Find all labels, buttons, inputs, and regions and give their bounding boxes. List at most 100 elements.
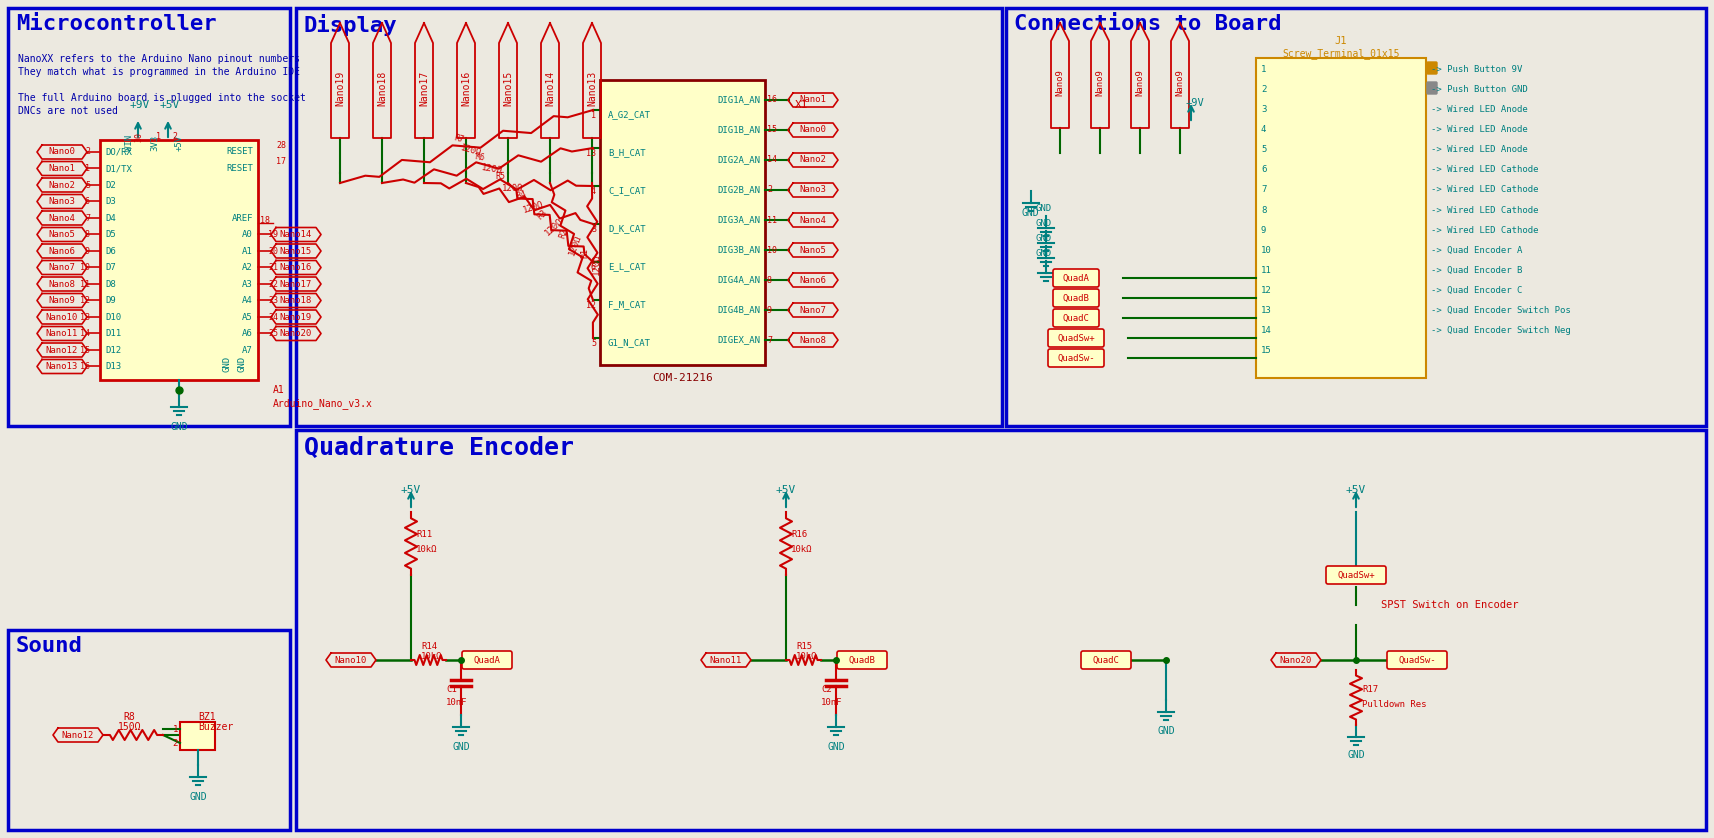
Text: QuadA: QuadA xyxy=(1063,273,1090,282)
Text: Nano17: Nano17 xyxy=(279,280,312,288)
Text: RESET: RESET xyxy=(226,147,254,157)
Text: 120Ω: 120Ω xyxy=(480,163,502,176)
Text: D4: D4 xyxy=(105,214,117,223)
Text: Nano3: Nano3 xyxy=(48,197,75,206)
Text: +5V: +5V xyxy=(1345,485,1366,495)
Text: NanoXX refers to the Arduino Nano pinout numbers: NanoXX refers to the Arduino Nano pinout… xyxy=(19,54,300,64)
Text: Nano3: Nano3 xyxy=(799,185,826,194)
Text: 14: 14 xyxy=(1262,325,1272,334)
Text: 4: 4 xyxy=(1262,126,1267,135)
Text: Nano1: Nano1 xyxy=(799,96,826,105)
Text: Nano2: Nano2 xyxy=(48,180,75,189)
Text: Nano5: Nano5 xyxy=(48,230,75,239)
Text: 10: 10 xyxy=(1262,246,1272,255)
Text: A6: A6 xyxy=(242,329,254,338)
Text: Screw_Terminal_01x15: Screw_Terminal_01x15 xyxy=(1282,48,1400,59)
Text: 20: 20 xyxy=(267,246,278,256)
Text: 2: 2 xyxy=(766,185,771,194)
Text: Arduino_Nano_v3.x: Arduino_Nano_v3.x xyxy=(273,398,374,409)
Text: GND: GND xyxy=(1035,234,1052,242)
Text: B_H_CAT: B_H_CAT xyxy=(608,148,646,158)
Text: -> Wired LED Anode: -> Wired LED Anode xyxy=(1431,126,1527,135)
Text: 120Ω: 120Ω xyxy=(567,234,583,257)
Text: R16: R16 xyxy=(790,530,807,539)
Text: Nano15: Nano15 xyxy=(279,246,312,256)
Text: D10: D10 xyxy=(105,313,122,322)
Text: QuadA: QuadA xyxy=(473,655,500,665)
Text: 11: 11 xyxy=(81,280,91,288)
Text: J1: J1 xyxy=(1335,36,1347,46)
Bar xyxy=(297,430,1705,830)
Text: QuadSw-: QuadSw- xyxy=(1058,354,1095,363)
Text: Nano18: Nano18 xyxy=(279,296,312,305)
Text: Nano13: Nano13 xyxy=(586,70,596,106)
Text: 15: 15 xyxy=(81,345,91,354)
Text: Nano17: Nano17 xyxy=(418,70,428,106)
Text: 10kΩ: 10kΩ xyxy=(790,545,812,554)
Text: DO/RX: DO/RX xyxy=(105,147,132,157)
Text: 24: 24 xyxy=(267,313,278,322)
Text: R6: R6 xyxy=(473,153,485,163)
Text: Nano19: Nano19 xyxy=(334,70,345,106)
Text: Nano1: Nano1 xyxy=(48,164,75,173)
Text: A_G2_CAT: A_G2_CAT xyxy=(608,111,651,120)
Text: 1: 1 xyxy=(173,725,178,733)
FancyBboxPatch shape xyxy=(463,651,512,669)
Text: 9: 9 xyxy=(86,246,91,256)
Text: Connections to Board: Connections to Board xyxy=(1015,14,1282,34)
Text: DIG3B_AN: DIG3B_AN xyxy=(716,246,759,255)
Text: Quadrature Encoder: Quadrature Encoder xyxy=(303,436,574,460)
Text: 12: 12 xyxy=(81,296,91,305)
Text: A3: A3 xyxy=(242,280,254,288)
Text: Nano12: Nano12 xyxy=(46,345,79,354)
Text: Buzzer: Buzzer xyxy=(199,722,233,732)
Text: DNCs are not used: DNCs are not used xyxy=(19,106,118,116)
Text: D9: D9 xyxy=(105,296,117,305)
Text: +5V: +5V xyxy=(159,100,180,110)
Text: 18: 18 xyxy=(261,215,271,225)
Text: 120Ω: 120Ω xyxy=(543,216,566,237)
Text: A2: A2 xyxy=(242,263,254,272)
Text: GND: GND xyxy=(828,742,845,752)
Text: Nano7: Nano7 xyxy=(48,263,75,272)
Text: D11: D11 xyxy=(105,329,122,338)
Text: D_K_CAT: D_K_CAT xyxy=(608,225,646,234)
Text: -> Wired LED Anode: -> Wired LED Anode xyxy=(1431,146,1527,154)
Text: Nano8: Nano8 xyxy=(799,335,826,344)
Text: QuadSw-: QuadSw- xyxy=(1399,655,1436,665)
Bar xyxy=(9,630,290,830)
Text: 3: 3 xyxy=(591,225,596,234)
Text: SPST Switch on Encoder: SPST Switch on Encoder xyxy=(1381,600,1519,610)
Bar xyxy=(9,8,290,426)
Text: 8: 8 xyxy=(86,230,91,239)
Text: -> Quad Encoder Switch Pos: -> Quad Encoder Switch Pos xyxy=(1431,306,1570,314)
Text: Nano9: Nano9 xyxy=(1135,70,1145,96)
Text: They match what is programmed in the Arduino IDE: They match what is programmed in the Ard… xyxy=(19,67,300,77)
Text: Nano16: Nano16 xyxy=(461,70,471,106)
Text: Nano13: Nano13 xyxy=(46,362,79,371)
Text: WIN: WIN xyxy=(125,135,134,151)
Text: D6: D6 xyxy=(105,246,117,256)
Text: 13: 13 xyxy=(1262,306,1272,314)
Text: 10nF: 10nF xyxy=(821,698,843,707)
FancyBboxPatch shape xyxy=(836,651,888,669)
Text: 22: 22 xyxy=(267,280,278,288)
FancyBboxPatch shape xyxy=(1082,651,1131,669)
Text: Nano0: Nano0 xyxy=(799,126,826,135)
Text: COM-21216: COM-21216 xyxy=(651,373,713,383)
Text: 2: 2 xyxy=(171,132,177,141)
Text: A0: A0 xyxy=(242,230,254,239)
Text: 6: 6 xyxy=(591,262,596,272)
Text: QuadC: QuadC xyxy=(1063,313,1090,323)
Text: 10kΩ: 10kΩ xyxy=(417,545,437,554)
Text: R14: R14 xyxy=(422,642,437,651)
Text: -> Quad Encoder A: -> Quad Encoder A xyxy=(1431,246,1522,255)
Text: 21: 21 xyxy=(267,263,278,272)
Text: QuadB: QuadB xyxy=(1063,293,1090,303)
Text: Nano6: Nano6 xyxy=(48,246,75,256)
Bar xyxy=(600,80,764,365)
Text: GND: GND xyxy=(223,356,231,372)
Text: DIGEX_AN: DIGEX_AN xyxy=(716,335,759,344)
Text: 2: 2 xyxy=(173,738,178,747)
Text: D7: D7 xyxy=(105,263,117,272)
